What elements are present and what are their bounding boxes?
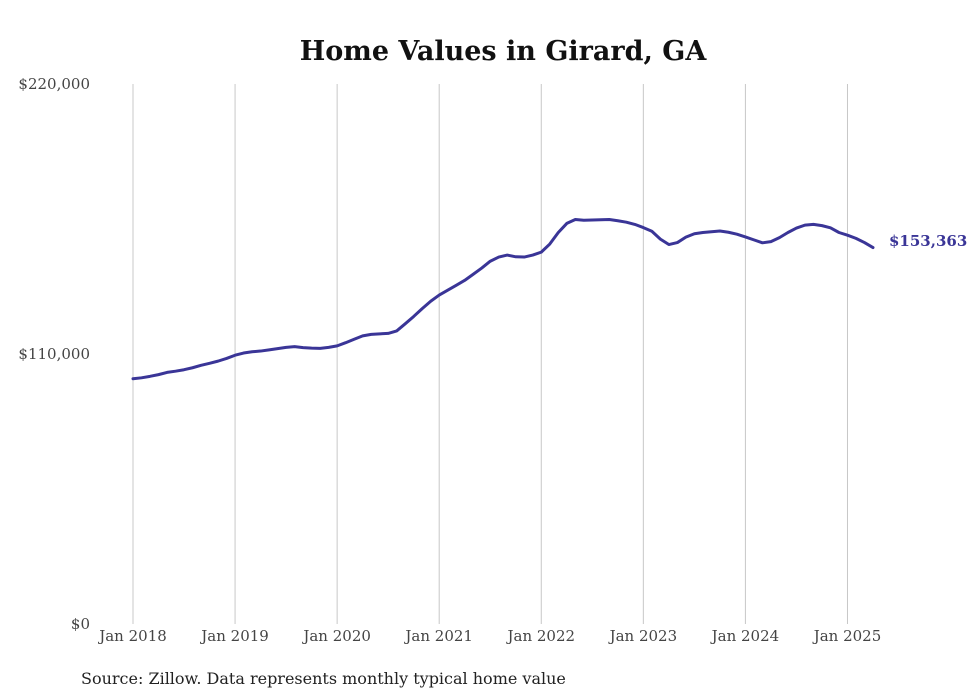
home-value-series-line [131, 217, 875, 381]
chart-title: Home Values in Girard, GA [300, 36, 708, 67]
x-axis-tick-labels: Jan 2018 Jan 2019 Jan 2020 Jan 2021 Jan 2022… [97, 627, 881, 645]
x-tick-label: Jan 2023 [608, 627, 678, 645]
series-line-group [131, 217, 875, 381]
x-tick-label: Jan 2020 [301, 627, 371, 645]
x-tick-label: Jan 2018 [97, 627, 167, 645]
x-tick-label: Jan 2024 [710, 627, 780, 645]
x-tick-label: Jan 2025 [812, 627, 882, 645]
y-axis-tick-labels: $0 $110,000 $220,000 [18, 75, 90, 633]
y-tick-label: $110,000 [18, 345, 90, 363]
x-tick-label: Jan 2022 [505, 627, 575, 645]
source-note: Source: Zillow. Data represents monthly … [81, 669, 566, 688]
y-tick-label: $0 [71, 615, 90, 633]
x-tick-label: Jan 2021 [403, 627, 473, 645]
last-value-label: $153,363 [889, 232, 967, 250]
vertical-gridlines [132, 84, 848, 624]
x-tick-label: Jan 2019 [199, 627, 269, 645]
y-tick-label: $220,000 [18, 75, 90, 93]
